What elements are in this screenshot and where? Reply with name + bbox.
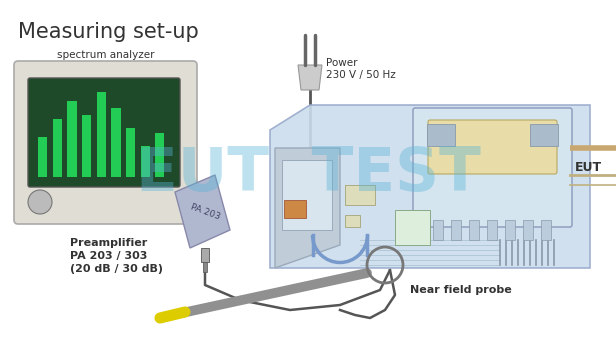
Text: EUT: EUT <box>575 161 602 174</box>
Text: spectrum analyzer: spectrum analyzer <box>57 50 154 60</box>
Text: Near field probe: Near field probe <box>410 285 512 295</box>
FancyBboxPatch shape <box>428 120 557 174</box>
Bar <box>67 101 76 177</box>
Bar <box>530 124 558 146</box>
Bar <box>203 262 207 272</box>
Bar <box>155 133 164 177</box>
Bar <box>345 185 375 205</box>
Bar <box>523 220 533 240</box>
Bar <box>395 210 430 245</box>
FancyBboxPatch shape <box>14 61 197 224</box>
Bar <box>505 220 515 240</box>
Bar <box>469 220 479 240</box>
Text: PA 203: PA 203 <box>189 203 221 222</box>
Bar <box>433 220 443 240</box>
Bar <box>97 92 106 177</box>
Bar <box>284 200 306 218</box>
Polygon shape <box>298 65 322 90</box>
Text: Preamplifier
PA 203 / 303
(20 dB / 30 dB): Preamplifier PA 203 / 303 (20 dB / 30 dB… <box>70 238 163 275</box>
Polygon shape <box>275 148 340 268</box>
Bar <box>201 248 209 262</box>
Bar <box>451 220 461 240</box>
Bar <box>140 146 150 177</box>
Bar <box>126 128 135 177</box>
Text: Power
230 V / 50 Hz: Power 230 V / 50 Hz <box>326 58 395 79</box>
Polygon shape <box>175 175 230 248</box>
Bar <box>111 107 121 177</box>
Bar <box>82 115 91 177</box>
Bar <box>541 220 551 240</box>
Bar <box>52 119 62 177</box>
Bar <box>282 160 332 230</box>
Circle shape <box>28 190 52 214</box>
FancyBboxPatch shape <box>413 108 572 227</box>
FancyBboxPatch shape <box>28 78 180 187</box>
Bar <box>427 124 455 146</box>
Text: EUT  TEST: EUT TEST <box>136 146 480 205</box>
Bar <box>38 137 47 177</box>
Bar <box>345 215 360 227</box>
Text: Measuring set-up: Measuring set-up <box>18 22 199 42</box>
Bar <box>487 220 497 240</box>
Polygon shape <box>270 105 590 268</box>
